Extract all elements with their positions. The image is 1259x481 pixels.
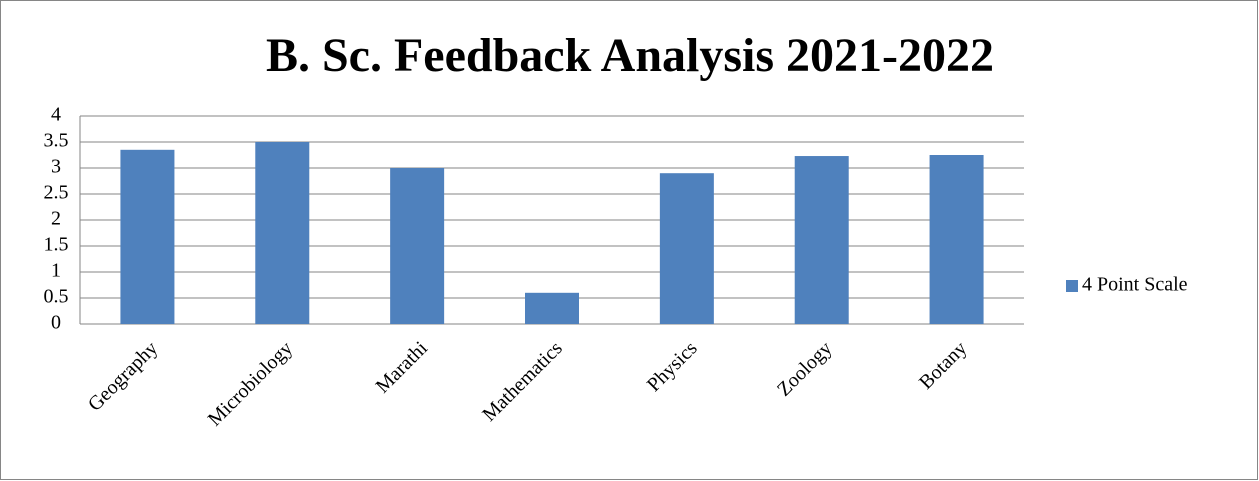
y-tick-label: 0	[51, 312, 61, 334]
y-tick-label: 3.5	[44, 130, 69, 152]
bar	[929, 155, 984, 324]
y-tick-label: 0.5	[44, 286, 69, 308]
y-tick-label: 2.5	[44, 182, 69, 204]
y-tick-label: 1.5	[44, 234, 69, 256]
legend-label: 4 Point Scale	[1082, 274, 1188, 296]
bar	[659, 173, 714, 324]
y-tick-label: 4	[51, 104, 61, 126]
bar	[255, 142, 310, 324]
bar	[120, 149, 175, 324]
bar	[794, 156, 849, 324]
bar	[525, 292, 579, 324]
chart-title: B. Sc. Feedback Analysis 2021-2022	[266, 29, 994, 82]
y-tick-label: 2	[51, 208, 61, 230]
legend-swatch	[1066, 280, 1078, 292]
y-tick-label: 1	[51, 260, 61, 282]
bar	[390, 168, 445, 324]
y-tick-label: 3	[51, 156, 61, 178]
